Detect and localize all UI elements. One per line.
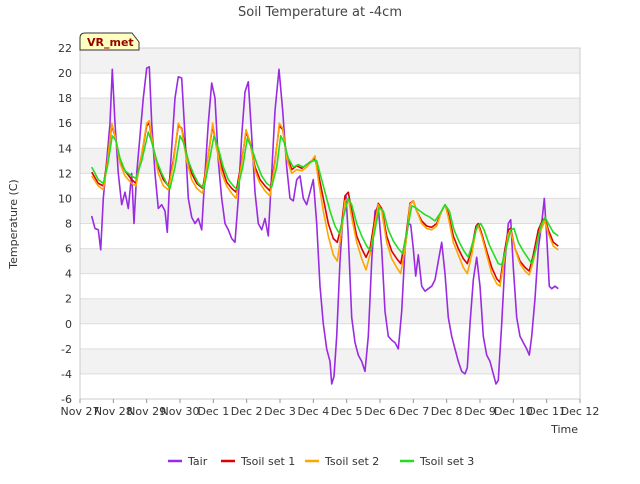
plot-area-frame: [79, 47, 581, 400]
legend-label: Tsoil set 2: [324, 455, 379, 468]
y-tick-label: -6: [61, 393, 72, 406]
x-tick-label: Dec 2: [231, 405, 263, 418]
background-band: [80, 98, 580, 124]
legend-item: Tsoil set 3: [400, 455, 474, 468]
y-tick-label: 6: [65, 243, 72, 256]
plot-background-bands: [80, 48, 580, 374]
x-tick-label: Dec 6: [364, 405, 396, 418]
y-tick-label: -2: [61, 343, 72, 356]
y-tick-label: 12: [58, 167, 72, 180]
x-tick-label: Dec 4: [297, 405, 329, 418]
series-line-tsoil-set-3: [90, 131, 559, 266]
x-tick-label: Dec 1: [197, 405, 229, 418]
x-tick-label: Nov 29: [127, 405, 166, 418]
y-tick-label: 20: [58, 67, 72, 80]
y-tick-label: 8: [65, 218, 72, 231]
y-tick-label: 0: [65, 318, 72, 331]
x-tick-label: Dec 8: [431, 405, 463, 418]
y-tick-label: 2: [65, 293, 72, 306]
legend-item: Tsoil set 1: [221, 455, 295, 468]
legend-label: Tsoil set 1: [240, 455, 295, 468]
x-axis-title: Time: [550, 423, 578, 436]
x-tick-label: Nov 30: [161, 405, 200, 418]
y-tick-label: 22: [58, 42, 72, 55]
background-band: [80, 48, 580, 74]
background-band: [80, 148, 580, 174]
background-band: [80, 298, 580, 324]
y-tick-label: 4: [65, 268, 72, 281]
site-label-text: VR_met: [87, 36, 134, 49]
legend-item: Tsoil set 2: [305, 455, 379, 468]
chart-title: Soil Temperature at -4cm: [238, 5, 402, 20]
x-tick-label: Dec 5: [331, 405, 363, 418]
y-axis-title: Temperature (C): [7, 179, 20, 269]
y-tick-label: 18: [58, 92, 72, 105]
x-tick-label: Dec 12: [561, 405, 600, 418]
legend: Tair Tsoil set 1 Tsoil set 2 Tsoil set 3: [168, 455, 474, 468]
series-line-tair: [90, 66, 559, 385]
x-tick-label: Dec 3: [264, 405, 296, 418]
legend-label: Tsoil set 3: [419, 455, 474, 468]
x-tick-label: Nov 28: [94, 405, 133, 418]
x-tick-label: Dec 7: [397, 405, 429, 418]
y-tick-label: 10: [58, 192, 72, 205]
site-label-badge: VR_met: [79, 32, 140, 51]
legend-item: Tair: [168, 455, 208, 468]
y-axis-ticks: -6 -4 -2 0 2 4 6 8 10 12 14 16 18 20 22: [58, 42, 72, 406]
x-tick-label: Dec 9: [464, 405, 496, 418]
series-lines: [90, 66, 559, 385]
x-tick-label: Dec 10: [494, 405, 533, 418]
y-tick-label: -4: [61, 368, 72, 381]
x-tick-label: Nov 27: [61, 405, 100, 418]
legend-label: Tair: [187, 455, 208, 468]
series-line-tsoil-set-2: [91, 119, 559, 287]
x-tick-label: Dec 11: [527, 405, 566, 418]
y-tick-label: 14: [58, 142, 72, 155]
y-tick-label: 16: [58, 117, 72, 130]
